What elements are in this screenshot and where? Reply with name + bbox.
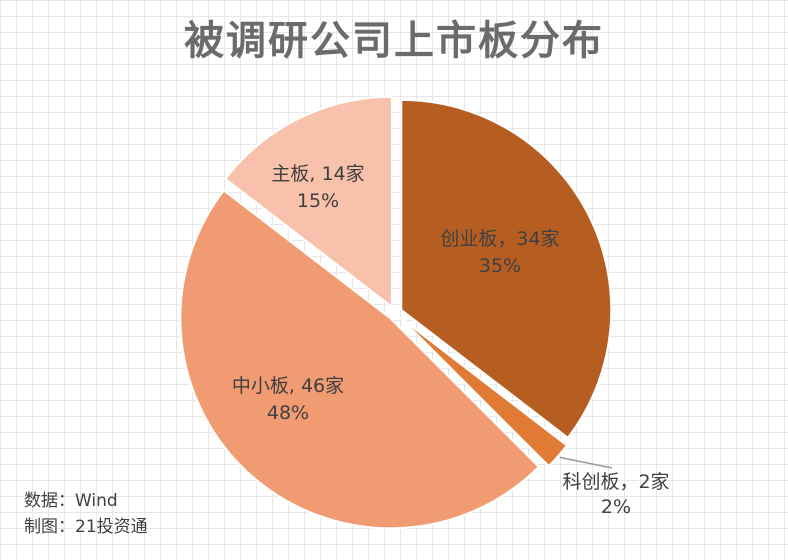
source-note: 数据：Wind bbox=[24, 491, 118, 511]
slice-label: 主板, 14家 bbox=[271, 163, 364, 185]
pie-slice bbox=[399, 316, 569, 468]
slice-percent-label: 2% bbox=[601, 496, 631, 518]
pie-slice bbox=[179, 189, 541, 530]
slice-percent-label: 15% bbox=[297, 190, 339, 212]
pie-slice bbox=[223, 95, 393, 309]
pie-slice bbox=[400, 98, 613, 440]
slice-percent-label: 48% bbox=[267, 402, 309, 424]
slice-label: 科创板，2家 bbox=[562, 471, 669, 493]
slice-percent-label: 35% bbox=[479, 255, 521, 277]
slice-label: 中小板, 46家 bbox=[232, 375, 344, 397]
slice-label: 创业板，34家 bbox=[440, 228, 559, 250]
leader-line bbox=[559, 456, 613, 469]
chart-title: 被调研公司上市板分布 bbox=[184, 18, 604, 64]
credit-note: 制图：21投资通 bbox=[24, 517, 148, 537]
